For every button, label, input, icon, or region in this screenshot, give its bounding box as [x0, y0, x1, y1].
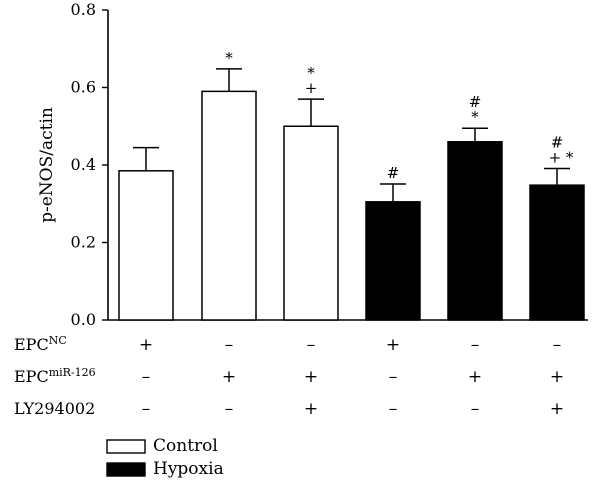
bar	[529, 184, 585, 321]
significance-symbol: #	[551, 133, 564, 151]
treatment-sign: +	[468, 367, 482, 387]
legend: Control Hypoxia	[106, 436, 224, 479]
significance-symbol: +	[305, 79, 318, 97]
treatment-sign: –	[471, 399, 480, 419]
treatment-row-label: EPCmiR-126	[14, 366, 96, 386]
bar	[365, 201, 421, 321]
treatment-label-superscript: NC	[49, 334, 67, 347]
y-tick-label: 0.0	[71, 310, 96, 329]
bar	[283, 125, 339, 321]
y-axis-title: p-eNOS/actin	[37, 107, 57, 223]
treatment-sign: –	[142, 367, 151, 387]
treatment-row-label: LY294002	[14, 399, 95, 418]
legend-swatch	[106, 462, 146, 477]
treatment-label-main: LY294002	[14, 399, 95, 418]
bar	[201, 90, 257, 321]
significance-symbol: #	[387, 164, 400, 182]
significance-symbol: *	[225, 49, 233, 67]
treatment-sign: –	[553, 335, 562, 355]
treatment-rows: EPCNC + – – + – –EPCmiR-126– + + – + +LY294002– – + – –…	[14, 334, 564, 419]
treatment-sign: +	[304, 399, 318, 419]
treatment-sign: –	[307, 335, 316, 355]
treatment-sign: +	[550, 399, 564, 419]
significance-symbol: *	[471, 108, 479, 126]
treatment-sign: +	[139, 335, 153, 355]
legend-label: Control	[153, 436, 218, 456]
treatment-label-superscript: miR-126	[49, 366, 96, 379]
treatment-sign: –	[389, 367, 398, 387]
treatment-sign: –	[225, 335, 234, 355]
significance-symbol: #	[469, 93, 482, 111]
bar	[118, 170, 174, 321]
y-tick-label: 0.6	[71, 78, 96, 97]
treatment-sign: –	[142, 399, 151, 419]
bar	[447, 141, 503, 321]
legend-swatch	[106, 439, 146, 454]
treatment-sign: +	[304, 367, 318, 387]
treatment-sign: +	[386, 335, 400, 355]
legend-label: Hypoxia	[153, 459, 224, 479]
y-tick-label: 0.2	[71, 233, 96, 252]
axes: 0.0 0.2 0.4 0.6 0.8 p-eNOS/actin	[37, 0, 588, 329]
treatment-label-main: EPC	[14, 367, 49, 386]
treatment-label-main: EPC	[14, 335, 49, 354]
y-tick-label: 0.8	[71, 0, 96, 19]
treatment-row-label: EPCNC	[14, 334, 67, 354]
significance-symbol: *	[307, 64, 315, 82]
significance-symbol: + *	[549, 148, 574, 166]
treatment-sign: –	[471, 335, 480, 355]
treatment-sign: –	[389, 399, 398, 419]
treatment-sign: +	[550, 367, 564, 387]
y-tick-label: 0.4	[71, 155, 96, 174]
bars: **+##*#+ *	[118, 49, 585, 321]
treatment-sign: –	[225, 399, 234, 419]
treatment-sign: +	[222, 367, 236, 387]
